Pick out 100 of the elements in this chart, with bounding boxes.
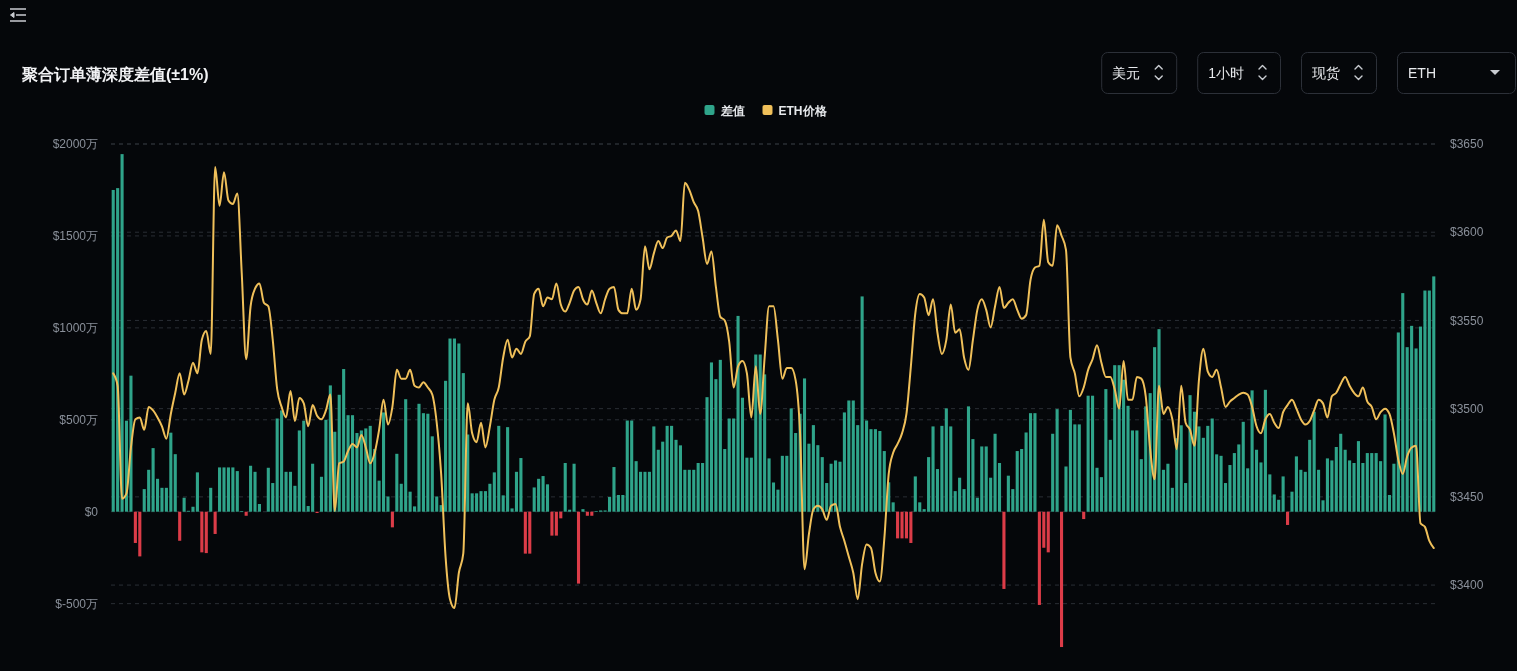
bar [980, 446, 984, 512]
bar [687, 469, 691, 512]
bar [1113, 365, 1117, 512]
bar [1068, 409, 1072, 512]
bar [1263, 389, 1267, 512]
bar [1206, 425, 1210, 512]
bar [630, 420, 634, 512]
bar [350, 415, 355, 512]
bar [1410, 325, 1414, 512]
bar [218, 467, 222, 512]
bar [900, 511, 904, 539]
y-tick-label: $500万 [59, 412, 98, 427]
bar [470, 493, 474, 512]
bar [528, 511, 532, 554]
bar [727, 418, 731, 512]
bar [417, 403, 421, 512]
bar [288, 471, 293, 512]
bar [226, 467, 230, 512]
bar [346, 415, 350, 512]
bar [1374, 453, 1378, 512]
y-tick-label: $1500万 [52, 229, 98, 244]
bar [878, 431, 882, 512]
bar [231, 467, 235, 512]
bar [1051, 433, 1055, 512]
bar [426, 413, 430, 512]
bar [1082, 511, 1086, 520]
bar [342, 369, 346, 512]
bar [430, 436, 434, 512]
bar [1281, 476, 1285, 512]
bar [1144, 406, 1148, 512]
bar [1086, 395, 1090, 512]
bar [178, 511, 182, 541]
bar [111, 189, 115, 512]
y-tick-label: $1000万 [52, 321, 98, 336]
bar [1135, 430, 1139, 512]
bar [931, 426, 935, 512]
bar [904, 511, 908, 539]
bar [368, 425, 372, 512]
bar [1104, 389, 1108, 512]
bar [1020, 449, 1024, 512]
bar [452, 338, 456, 512]
select-field: 现货 [1301, 52, 1377, 94]
bar [612, 467, 616, 512]
bar [479, 491, 483, 512]
bar [882, 451, 886, 512]
bar [550, 511, 554, 536]
bar [1188, 395, 1192, 512]
bar [266, 467, 270, 512]
bar [1059, 511, 1064, 648]
bar [200, 511, 204, 553]
bar [395, 453, 399, 512]
bar [209, 487, 213, 512]
bar [661, 441, 665, 512]
bar [1330, 460, 1334, 512]
bar [280, 410, 284, 512]
line-series [112, 165, 1435, 610]
bar [1383, 414, 1387, 512]
bar [789, 408, 793, 512]
bar [670, 425, 674, 512]
bar [913, 476, 917, 512]
bar [621, 494, 625, 512]
y-tick-label: $0 [84, 504, 99, 519]
select-field: 1小时 [1197, 52, 1281, 94]
bar [984, 446, 988, 512]
bar [1308, 439, 1312, 512]
bar [1250, 390, 1254, 512]
bar [696, 463, 700, 512]
bar [537, 478, 541, 512]
bar [785, 455, 789, 512]
bar [182, 497, 186, 512]
bar [138, 511, 142, 557]
bar [572, 463, 576, 512]
bar [302, 420, 306, 512]
bar [169, 432, 173, 512]
y2-tick-label: $3550 [1450, 313, 1484, 328]
bar [833, 460, 838, 512]
chart-title: 聚合订单薄深度差值(±1%) [21, 65, 209, 83]
bar [1401, 293, 1405, 512]
bar [448, 338, 452, 512]
bar [204, 511, 208, 554]
legend-label: ETH价格 [778, 104, 828, 119]
bar [1028, 413, 1033, 512]
bar [311, 463, 315, 512]
bar [488, 483, 492, 512]
bar [519, 458, 523, 512]
bar [1179, 425, 1183, 512]
bar [1365, 453, 1369, 512]
bar [1166, 463, 1170, 512]
bar [1343, 449, 1347, 512]
bar [1037, 511, 1041, 605]
y2-tick-label: $3400 [1450, 578, 1484, 593]
bar [1286, 511, 1290, 525]
bar [851, 400, 855, 512]
bar [1356, 441, 1360, 512]
bar [1432, 276, 1436, 512]
bar [244, 511, 248, 516]
bar [993, 433, 997, 512]
bar [1339, 433, 1343, 512]
bar [811, 425, 815, 512]
y-tick-label: $2000万 [52, 137, 98, 152]
